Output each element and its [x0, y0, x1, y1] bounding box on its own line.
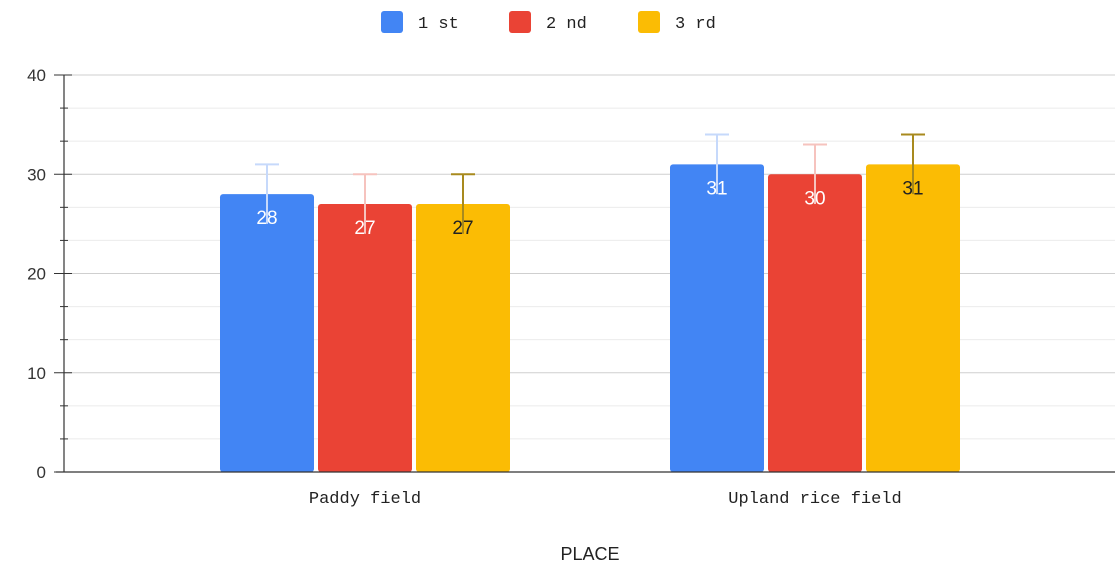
y-tick-label: 0	[37, 463, 46, 482]
data-label: 27	[354, 218, 375, 239]
bar	[318, 204, 412, 472]
data-label: 28	[256, 208, 277, 229]
bars: 28 27 27 31 30 31	[220, 133, 960, 472]
legend-label: 3 rd	[675, 15, 716, 34]
x-axis-label: PLACE	[560, 544, 619, 564]
y-tick-label: 30	[27, 165, 46, 184]
y-tick-label: 20	[27, 265, 46, 284]
data-label: 31	[706, 178, 727, 199]
bar	[768, 174, 862, 472]
x-tick-label: Upland rice field	[728, 490, 901, 509]
y-tick-label: 10	[27, 364, 46, 383]
x-tick-label: Paddy field	[309, 490, 421, 509]
data-label: 31	[902, 178, 923, 199]
y-tick-label: 40	[27, 66, 46, 85]
legend-swatch	[509, 11, 531, 33]
data-label: 30	[804, 188, 825, 209]
bar	[866, 164, 960, 472]
legend-label: 1 st	[418, 15, 459, 34]
legend-swatch	[638, 11, 660, 33]
legend-label: 2 nd	[546, 15, 587, 34]
data-label: 27	[452, 218, 473, 239]
bar	[416, 204, 510, 472]
legend-swatch	[381, 11, 403, 33]
legend: 1 st 2 nd 3 rd	[381, 11, 716, 34]
bar	[220, 194, 314, 472]
bar	[670, 164, 764, 472]
axes: 0 10 20 30 40 Paddy field Upland rice field	[27, 66, 1115, 509]
